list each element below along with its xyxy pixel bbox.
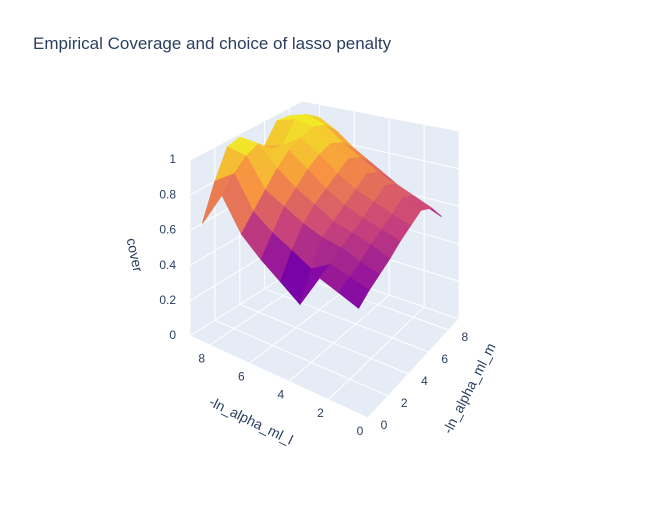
z-axis-title: cover bbox=[124, 237, 147, 274]
y-tick-label: 4 bbox=[421, 374, 428, 388]
y-gridline bbox=[214, 319, 389, 397]
z-tick-label: 0.8 bbox=[159, 187, 176, 201]
x-gridline bbox=[249, 282, 355, 364]
x-tick-label: 2 bbox=[317, 406, 324, 420]
x-tick-label: 4 bbox=[278, 388, 285, 402]
x-tick-label: 6 bbox=[238, 370, 245, 384]
z-gridline-left bbox=[189, 100, 303, 161]
surface-cell bbox=[338, 276, 370, 309]
x-gridline bbox=[328, 306, 425, 401]
z-tick-label: 1 bbox=[169, 152, 176, 166]
y-gridline bbox=[189, 335, 369, 419]
y-gridline bbox=[239, 303, 409, 375]
y-tick-label: 0 bbox=[381, 418, 388, 432]
chart-title: Empirical Coverage and choice of lasso p… bbox=[33, 34, 392, 53]
y-tick-label: 8 bbox=[462, 330, 469, 344]
surface-mesh bbox=[201, 114, 442, 309]
z-tick-label: 0.4 bbox=[159, 258, 176, 272]
z-gridline-right bbox=[301, 100, 460, 132]
z-tick-label: 0.6 bbox=[159, 223, 176, 237]
x-tick-label: 8 bbox=[198, 351, 205, 365]
y-gridline bbox=[264, 288, 429, 353]
z-tick-label: 0 bbox=[169, 328, 176, 342]
y-axis-title: -ln_alpha_ml_m bbox=[439, 340, 498, 436]
x-tick-label: 0 bbox=[357, 424, 364, 438]
y-tick-label: 2 bbox=[401, 396, 408, 410]
z-tick-label: 0.2 bbox=[159, 293, 176, 307]
x-gridline bbox=[367, 318, 460, 419]
y-tick-label: 6 bbox=[441, 352, 448, 366]
x-gridline bbox=[288, 294, 390, 382]
floor-pane bbox=[190, 265, 459, 418]
